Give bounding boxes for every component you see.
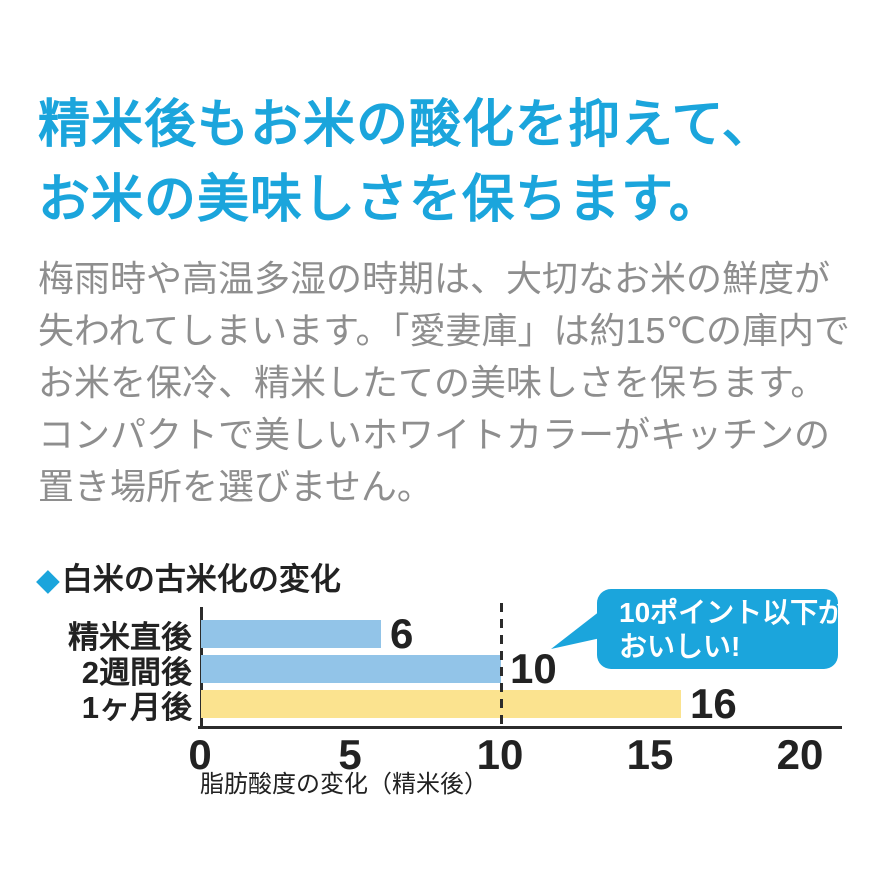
body-text-line: コンパクトで美しいホワイトカラーがキッチンの — [38, 414, 831, 455]
callout-bubble: 10ポイント以下が おいしい! — [597, 589, 847, 669]
x-tick-label: 15 — [626, 731, 674, 778]
bar-category-label: 1ヶ月後 — [81, 689, 192, 725]
bar-value-label: 16 — [690, 680, 737, 727]
bar-category-label: 2週間後 — [81, 654, 192, 690]
page-title: 精米後もお米の酸化を抑えて、 お米の美味しさを保ちます。 — [38, 88, 775, 238]
body-text-line: お米を保冷、精米したての美味しさを保ちます。 — [38, 362, 827, 403]
page-title-line2: お米の美味しさを保ちます。 — [38, 171, 722, 229]
x-tick-label: 20 — [776, 731, 824, 778]
bar — [201, 690, 681, 718]
x-axis-line — [198, 726, 842, 729]
body-text-line: 失われてしまいます。「愛妻庫」は約15℃の庫内で — [38, 310, 850, 351]
bar — [201, 620, 381, 648]
bar-category-label: 精米直後 — [68, 619, 192, 655]
body-text: 梅雨時や高温多湿の時期は、大切なお米の鮮度が 失われてしまいます。「愛妻庫」は約… — [38, 253, 850, 513]
chart-title: ◆白米の古米化の変化 — [36, 554, 341, 599]
reference-line-10 — [499, 603, 503, 727]
x-tick-label: 0 — [188, 731, 212, 778]
body-text-line: 置き場所を選びません。 — [38, 466, 433, 507]
x-tick-label: 10 — [476, 731, 524, 778]
bar-value-label: 10 — [510, 645, 557, 692]
callout-line2: おいしい! — [619, 631, 741, 662]
x-tick-label: 5 — [338, 731, 362, 778]
diamond-icon: ◆ — [36, 562, 60, 597]
body-text-line: 梅雨時や高温多湿の時期は、大切なお米の鮮度が — [38, 258, 831, 299]
bar-value-label: 6 — [390, 610, 414, 657]
callout-line1: 10ポイント以下が — [619, 597, 847, 628]
x-axis-label: 脂肪酸度の変化（精米後） — [200, 771, 488, 798]
page-title-line1: 精米後もお米の酸化を抑えて、 — [38, 96, 775, 154]
chart-title-text: 白米の古米化の変化 — [61, 562, 341, 597]
bar — [201, 655, 501, 683]
